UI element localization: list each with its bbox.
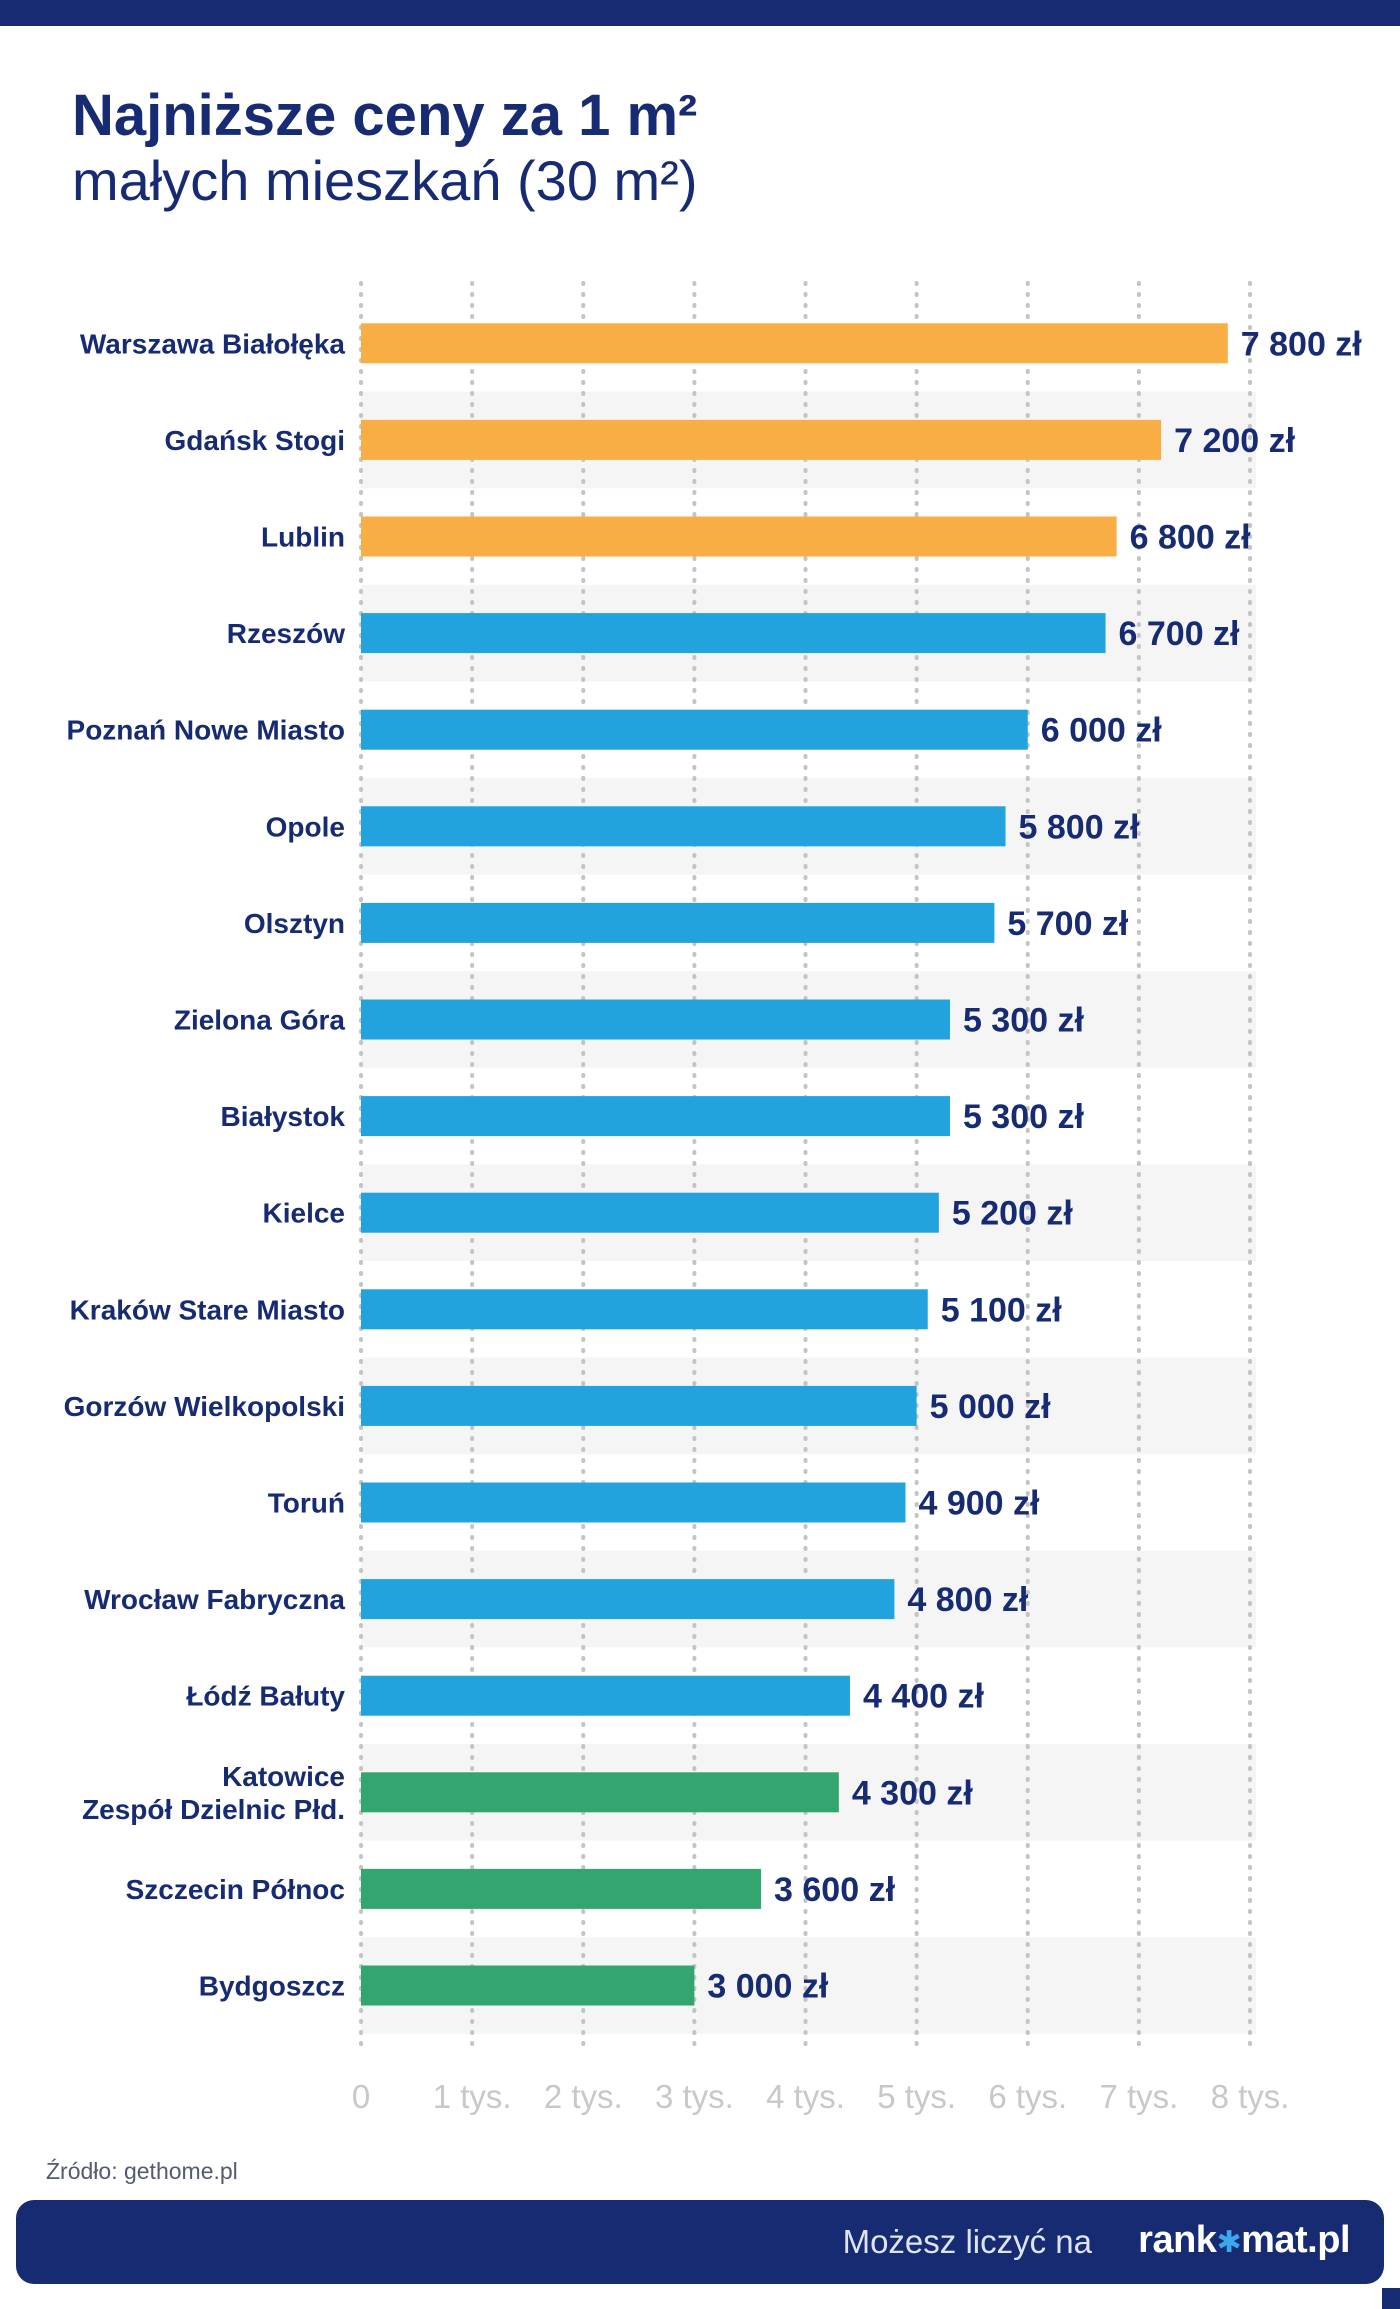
- x-tick-label: 3 tys.: [655, 2078, 734, 2115]
- logo-text-right: mat.pl: [1241, 2219, 1350, 2261]
- bar: [361, 1772, 839, 1813]
- x-tick-label: 0: [352, 2078, 370, 2115]
- bar-chart: Warszawa Białołęka Gdańsk Stogi Lublin Rzes…: [64, 281, 1362, 2115]
- value-label: 5 300 zł: [963, 1098, 1085, 1136]
- bar: [361, 323, 1228, 364]
- chart-subtitle: małych mieszkań (30 m²): [72, 149, 698, 212]
- value-label: 5 200 zł: [952, 1195, 1074, 1233]
- bar: [361, 1579, 895, 1620]
- bar: [361, 613, 1106, 654]
- category-label: Opole: [266, 811, 345, 842]
- value-label: 4 400 zł: [863, 1678, 985, 1716]
- bar: [361, 999, 950, 1040]
- value-label: 3 000 zł: [707, 1968, 829, 2006]
- value-label: 6 000 zł: [1041, 712, 1163, 750]
- x-tick-label: 6 tys.: [988, 2078, 1067, 2115]
- category-label: Poznań Nowe Miasto: [67, 715, 345, 746]
- star-icon: ✱: [1216, 2226, 1242, 2259]
- x-tick-label: 2 tys.: [544, 2078, 623, 2115]
- bar: [361, 1192, 939, 1233]
- value-label: 5 100 zł: [941, 1291, 1063, 1329]
- category-label: Bydgoszcz: [199, 1971, 345, 2002]
- corner-accent: [1382, 2288, 1400, 2309]
- value-label: 5 300 zł: [963, 1002, 1085, 1040]
- x-tick-label: 1 tys.: [433, 2078, 512, 2115]
- value-labels: 7 800 zł 7 200 zł 6 800 zł 6 700 zł 6 000 zł…: [707, 325, 1362, 2005]
- category-label: Kielce: [263, 1198, 346, 1229]
- title-block: Najniższe ceny za 1 m² małych mieszkań (…: [72, 84, 697, 214]
- category-labels: Warszawa Białołęka Gdańsk Stogi Lublin Rzes…: [64, 328, 346, 2001]
- value-label: 6 700 zł: [1119, 615, 1241, 653]
- footer-tagline: Możesz liczyć na: [842, 2223, 1092, 2260]
- top-bar: [0, 0, 1400, 26]
- value-label: 5 800 zł: [1019, 808, 1141, 846]
- value-label: 6 800 zł: [1130, 519, 1252, 557]
- bar: [361, 1385, 917, 1426]
- value-label: 5 000 zł: [930, 1388, 1052, 1426]
- bar: [361, 419, 1162, 460]
- bar: [361, 709, 1028, 750]
- x-tick-label: 5 tys.: [877, 2078, 956, 2115]
- category-label: Toruń: [268, 1488, 345, 1519]
- source-note: Źródło: gethome.pl: [46, 2158, 238, 2184]
- category-label: Kraków Stare Miasto: [70, 1294, 345, 1325]
- x-tick-label: 8 tys.: [1211, 2078, 1290, 2115]
- footer-bar: Możesz liczyć na rank✱mat.pl: [16, 2200, 1384, 2284]
- bar: [361, 1096, 950, 1137]
- category-label: Gorzów Wielkopolski: [64, 1391, 345, 1422]
- value-label: 5 700 zł: [1007, 905, 1129, 943]
- value-label: 4 300 zł: [852, 1774, 974, 1812]
- x-tick-label: 4 tys.: [766, 2078, 845, 2115]
- category-label: Białystok: [221, 1101, 346, 1132]
- value-label: 7 800 zł: [1241, 325, 1363, 363]
- brand-logo: rank✱mat.pl: [1138, 2219, 1350, 2262]
- chart-title: Najniższe ceny za 1 m²: [72, 83, 698, 148]
- bars: [361, 323, 1228, 2006]
- bar: [361, 1289, 928, 1330]
- bar: [361, 902, 995, 943]
- category-label: Warszawa Białołęka: [80, 328, 346, 359]
- category-label: Katowice Zespół Dzielnic Płd.: [82, 1761, 345, 1825]
- bar: [361, 806, 1006, 847]
- category-label: Zielona Góra: [174, 1005, 346, 1036]
- bar: [361, 1675, 850, 1716]
- x-tick-label: 7 tys.: [1099, 2078, 1178, 2115]
- category-label: Wrocław Fabryczna: [84, 1584, 345, 1615]
- category-label: Szczecin Północ: [126, 1874, 345, 1905]
- category-label: Rzeszów: [227, 618, 345, 649]
- bar: [361, 516, 1117, 557]
- value-label: 7 200 zł: [1174, 422, 1296, 460]
- category-label: Lublin: [261, 522, 345, 553]
- logo-text-left: rank: [1138, 2219, 1217, 2261]
- value-label: 4 900 zł: [919, 1485, 1041, 1523]
- bar: [361, 1868, 762, 1909]
- category-label: Olsztyn: [244, 908, 345, 939]
- value-label: 4 800 zł: [907, 1581, 1029, 1619]
- category-label: Łódź Bałuty: [186, 1681, 345, 1712]
- x-tick-labels: 0 1 tys. 2 tys. 3 tys. 4 tys. 5 tys. 6 tys. 7 t…: [352, 2078, 1290, 2115]
- bar: [361, 1482, 906, 1523]
- category-label: Gdańsk Stogi: [165, 425, 345, 456]
- grid-lines: [359, 281, 1252, 2048]
- value-label: 3 600 zł: [774, 1871, 896, 1909]
- bar: [361, 1965, 695, 2006]
